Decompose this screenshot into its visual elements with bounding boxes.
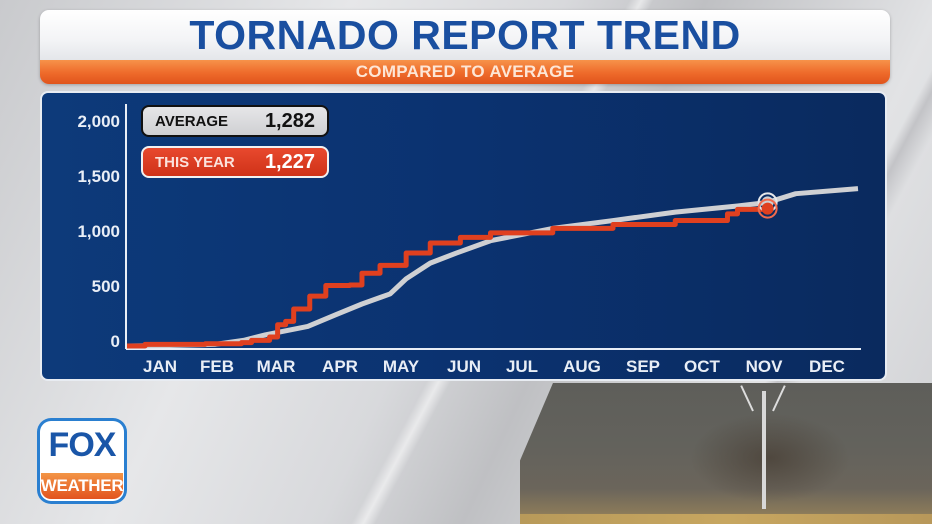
page-title: TORNADO REPORT TREND [189,11,741,58]
title-bar: TORNADO REPORT TREND [40,10,890,60]
y-tick-label: 500 [91,277,120,296]
x-tick-label: FEB [200,357,234,376]
legend-average-label: AVERAGE [155,112,229,130]
x-tick-label: MAR [256,357,296,376]
legend-this-year: THIS YEAR 1,227 [141,146,329,178]
x-tick-label: NOV [745,357,783,376]
x-tick-label: AUG [563,357,601,376]
y-tick-label: 1,000 [77,222,120,241]
logo-fox-text: FOX [48,426,117,464]
fox-weather-logo: FOX WEATHER [37,418,127,504]
this-year-end-marker [757,198,778,219]
x-tick-label: JUL [505,357,539,376]
wheat-field [520,514,932,524]
this-year-line [127,206,771,349]
title-banner: TORNADO REPORT TREND COMPARED TO AVERAGE [40,10,890,84]
wind-turbine [762,391,766,509]
page-subtitle: COMPARED TO AVERAGE [355,62,575,81]
legend-this-year-value: 1,227 [264,150,315,173]
y-tick-label: 1,500 [77,167,120,186]
logo-weather-text: WEATHER [40,476,124,495]
legend-average: AVERAGE 1,282 [141,105,329,137]
subtitle-bar: COMPARED TO AVERAGE [40,60,890,84]
y-tick-label: 2,000 [77,112,120,131]
x-tick-label: OCT [684,357,720,376]
legend-average-value: 1,282 [264,109,315,132]
x-tick-label: JUN [446,357,481,376]
legend-this-year-label: THIS YEAR [155,153,235,171]
x-tick-label: APR [322,357,358,376]
x-tick-label: SEP [625,357,661,376]
average-line [126,186,859,349]
logo-weather-bar: WEATHER [40,473,124,499]
tornado-funnel [690,413,850,503]
x-tick-label: DEC [809,357,845,376]
y-tick-label: 0 [110,332,120,351]
x-tick-label: MAY [382,357,420,376]
x-tick-label: JAN [142,357,177,376]
tornado-background-photo [520,383,932,524]
